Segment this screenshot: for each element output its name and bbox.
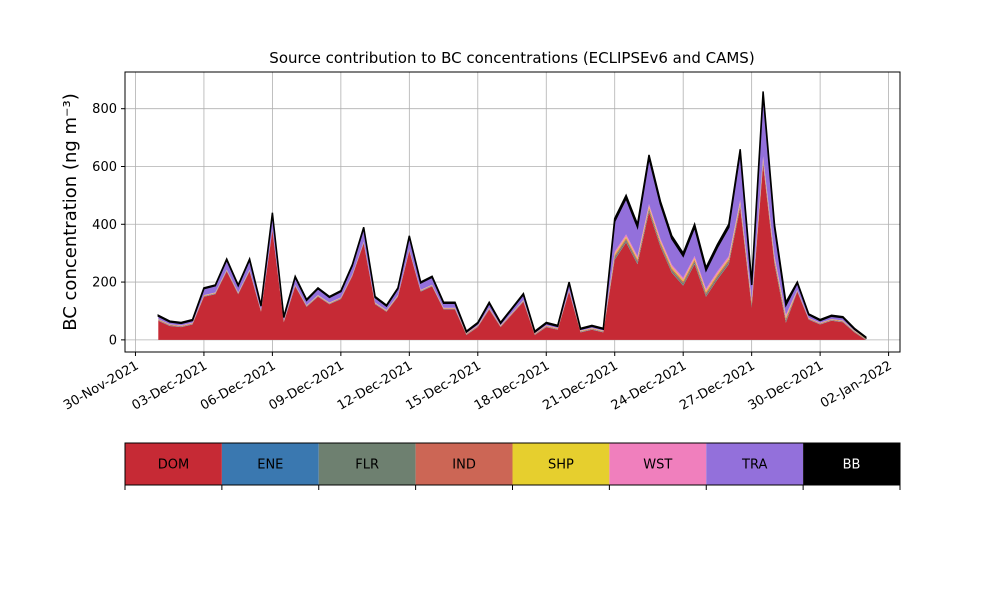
legend-label: IND (452, 458, 476, 473)
chart-title: Source contribution to BC concentrations… (269, 49, 754, 67)
legend-label: TRA (741, 458, 767, 473)
legend-swatch (125, 443, 222, 485)
legend-label: WST (643, 458, 672, 473)
legend-label: DOM (158, 458, 189, 473)
x-tick-label: 27-Dec-2021 (677, 358, 757, 413)
legend-swatch (415, 443, 513, 485)
y-tick-label: 0 (109, 333, 117, 348)
x-tick-label: 30-Dec-2021 (746, 358, 826, 413)
x-tick-label: 24-Dec-2021 (609, 358, 689, 413)
x-tick-label: 06-Dec-2021 (198, 358, 278, 413)
legend-label: ENE (257, 458, 283, 473)
y-axis-label: BC concentration (ng m⁻³) (60, 93, 81, 331)
x-tick-label: 18-Dec-2021 (472, 358, 552, 413)
x-tick-label: 15-Dec-2021 (403, 358, 483, 413)
legend-swatch (512, 443, 610, 485)
area (157, 91, 867, 340)
legend-swatch (318, 443, 416, 485)
x-tick-label: 09-Dec-2021 (266, 358, 346, 413)
x-tick-label: 03-Dec-2021 (130, 358, 210, 413)
legend-frame (124, 442, 901, 486)
legend-swatch (803, 443, 900, 485)
x-tick-label: 30-Nov-2021 (61, 358, 141, 413)
legend-swatch (706, 443, 804, 485)
y-tick-label: 800 (92, 102, 117, 117)
y-tick-label: 600 (92, 160, 117, 175)
legend-label: FLR (355, 458, 379, 473)
x-tick-label: 02-Jan-2022 (818, 358, 895, 411)
x-tick-label: 21-Dec-2021 (540, 358, 620, 413)
area (158, 164, 866, 340)
legend-label: SHP (548, 458, 574, 473)
legend-swatch (609, 443, 707, 485)
legend-swatch (221, 443, 319, 485)
legend-label: BB (843, 458, 861, 473)
y-tick-label: 200 (92, 276, 117, 291)
y-tick-label: 400 (92, 218, 117, 233)
plot-frame (124, 71, 901, 353)
x-tick-label: 12-Dec-2021 (335, 358, 415, 413)
